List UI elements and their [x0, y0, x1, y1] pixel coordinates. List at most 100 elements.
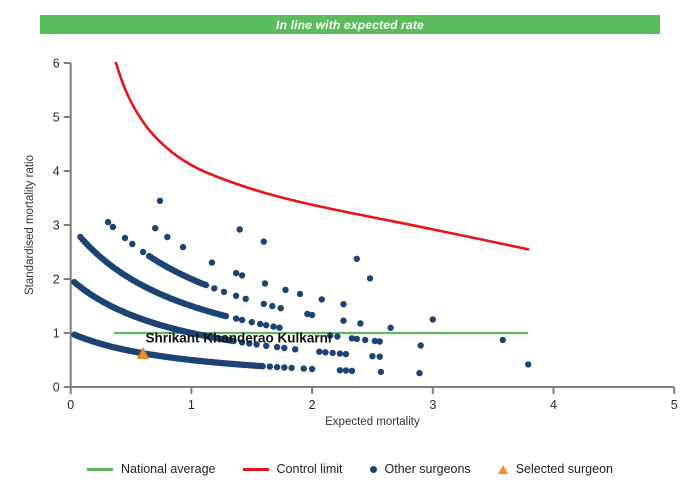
other-surgeon-point: [340, 301, 347, 308]
control-limit-line-swatch: [242, 467, 269, 471]
other-surgeon-point: [322, 349, 329, 356]
x-tick-label: 0: [67, 398, 74, 412]
other-surgeon-point: [242, 295, 249, 302]
other-surgeon-point: [263, 342, 270, 349]
y-axis-label: Standardised mortality ratio: [24, 155, 36, 295]
other-surgeon-point: [232, 269, 240, 277]
other-surgeon-point: [288, 364, 295, 372]
other-surgeon-point: [109, 223, 117, 231]
other-surgeon-point: [261, 280, 269, 287]
x-tick-label: 3: [429, 398, 436, 412]
other-surgeon-point: [129, 240, 136, 248]
other-surgeon-point: [276, 324, 283, 331]
chart-legend: National average Control limit Other sur…: [0, 459, 700, 479]
other-surgeon-point: [260, 300, 267, 308]
other-surgeon-point: [164, 233, 171, 241]
other-surgeon-point: [377, 368, 385, 376]
other-surgeon-point: [340, 317, 347, 324]
other-surgeon-point: [282, 286, 289, 294]
legend-item-control-limit: Control limit: [242, 462, 343, 476]
other-surgeon-point: [525, 361, 532, 368]
other-surgeon-point: [336, 350, 344, 357]
other-surgeon-point: [357, 320, 364, 327]
x-tick-label: 2: [309, 398, 316, 412]
other-surgeon-point: [376, 353, 383, 360]
other-surgeon-point: [208, 259, 216, 266]
other-surgeon-point: [353, 255, 360, 262]
other-surgeon-point: [266, 363, 274, 370]
other-surgeon-point: [253, 341, 260, 348]
other-surgeon-point: [348, 335, 356, 342]
other-surgeon-point: [376, 338, 383, 345]
other-surgeon-point: [281, 344, 288, 352]
other-surgeon-point: [232, 292, 240, 299]
y-tick-label: 4: [53, 165, 60, 179]
selected-surgeon-triangle-swatch: [497, 464, 508, 474]
control-limit-line: [114, 61, 530, 251]
other-surgeon-point: [366, 275, 374, 282]
legend-item-national-average: National average: [87, 462, 216, 476]
y-tick-label: 3: [53, 219, 60, 233]
other-surgeon-point: [156, 197, 164, 204]
other-surgeon-point: [220, 288, 228, 296]
other-surgeon-point: [269, 302, 276, 310]
other-surgeon-point: [238, 316, 246, 324]
other-surgeon-point: [277, 305, 284, 312]
other-surgeon-point: [273, 343, 281, 351]
y-tick-label: 6: [53, 57, 60, 71]
other-surgeon-point: [371, 337, 379, 345]
other-surgeon-point: [152, 225, 159, 232]
other-surgeon-point: [238, 272, 246, 279]
other-surgeon-point: [429, 316, 436, 323]
other-surgeon-point: [238, 339, 246, 346]
y-tick-label: 0: [53, 381, 60, 395]
y-tick-label: 2: [53, 273, 60, 287]
legend-label: Control limit: [276, 462, 343, 476]
other-surgeon-point: [230, 337, 237, 345]
other-surgeon-point: [263, 322, 270, 329]
x-axis-label: Expected mortality: [325, 416, 420, 428]
other-surgeon-point: [296, 290, 304, 298]
y-tick-label: 1: [53, 327, 60, 341]
other-surgeon-point: [139, 248, 147, 256]
x-tick-label: 1: [188, 398, 195, 412]
other-surgeon-point: [257, 320, 264, 328]
status-banner-text: In line with expected rate: [276, 17, 424, 32]
other-surgeon-point: [369, 353, 376, 360]
other-surgeon-point: [348, 367, 356, 374]
national-average-line-swatch: [87, 467, 113, 471]
legend-label: Other surgeons: [384, 462, 471, 476]
other-surgeon-point: [179, 243, 187, 251]
other-surgeon-point: [334, 333, 341, 340]
other-surgeon-point: [259, 363, 266, 370]
other-surgeon-point: [327, 332, 334, 339]
other-surgeon-point: [417, 342, 424, 349]
other-surgeon-point: [387, 324, 394, 331]
other-surgeon-point: [211, 285, 218, 292]
other-surgeon-point: [416, 369, 423, 377]
legend-item-selected-surgeon: Selected surgeon: [497, 462, 613, 476]
status-banner: In line with expected rate: [40, 15, 660, 34]
x-tick-label: 5: [671, 398, 678, 412]
other-surgeon-point: [342, 367, 350, 374]
other-surgeon-point: [232, 315, 240, 322]
legend-label: National average: [121, 462, 216, 476]
other-surgeon-point: [202, 281, 210, 289]
other-surgeon-point: [353, 335, 360, 343]
other-surgeon-point: [362, 336, 369, 344]
other-surgeon-point: [236, 226, 243, 233]
other-surgeon-point: [300, 365, 307, 372]
other-surgeon-point: [281, 364, 288, 371]
other-surgeon-point: [222, 312, 230, 320]
other-surgeon-point: [104, 218, 112, 226]
x-tick-label: 4: [550, 398, 557, 412]
other-surgeon-point: [248, 319, 255, 326]
selected-surgeon-name-label: Shrikant Khanderao Kulkarni: [146, 330, 332, 345]
other-surgeon-point: [318, 296, 325, 303]
other-surgeon-point: [499, 336, 506, 344]
funnel-plot-chart: 0 1 2 3 4 5 6 0 1 2 3 4 5 Standardised mortality rati…: [24, 57, 678, 429]
legend-label: Selected surgeon: [515, 462, 613, 476]
y-tick-label: 5: [53, 111, 60, 125]
other-surgeon-point: [270, 323, 277, 330]
other-surgeon-point: [121, 234, 129, 242]
